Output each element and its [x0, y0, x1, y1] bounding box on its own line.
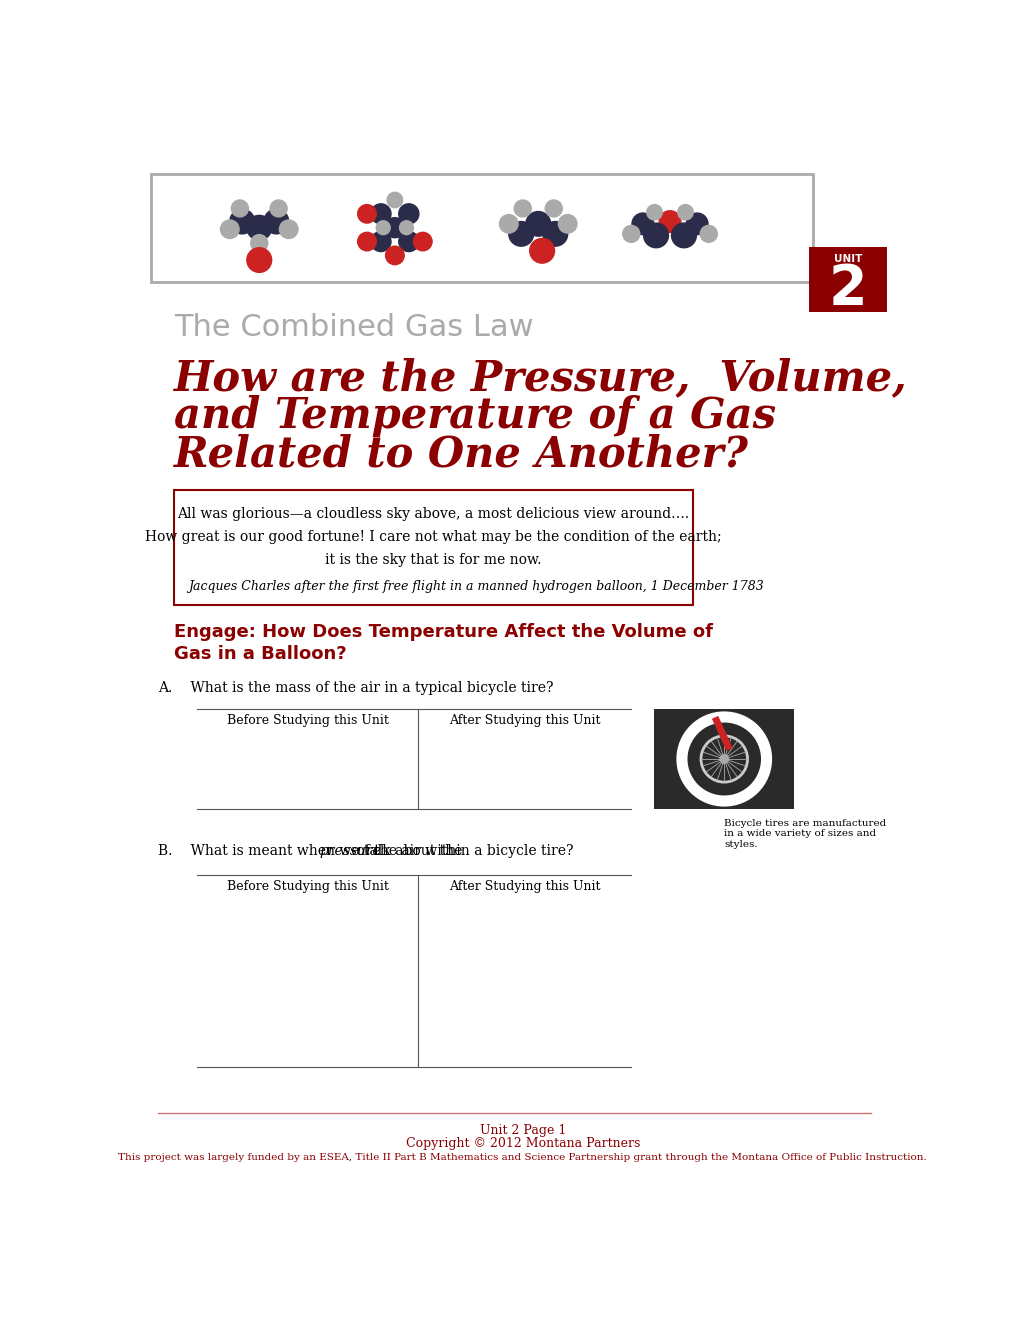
- Text: pressure: pressure: [319, 845, 380, 858]
- Text: Bicycle tires are manufactured
in a wide variety of sizes and
styles.: Bicycle tires are manufactured in a wide…: [723, 818, 886, 849]
- Text: Jacques Charles after the first free flight in a manned hydrogen balloon, 1 Dece: Jacques Charles after the first free fli…: [187, 579, 763, 593]
- Circle shape: [385, 246, 404, 264]
- Text: B.  What is meant when we talk about the: B. What is meant when we talk about the: [158, 845, 467, 858]
- Circle shape: [398, 203, 419, 224]
- Circle shape: [658, 211, 681, 232]
- Text: and Temperature of a Gas: and Temperature of a Gas: [174, 396, 775, 437]
- Text: Gas in a Balloon?: Gas in a Balloon?: [174, 644, 346, 663]
- Text: Before Studying this Unit: Before Studying this Unit: [226, 879, 388, 892]
- Circle shape: [542, 222, 568, 246]
- Circle shape: [376, 220, 390, 235]
- Circle shape: [646, 205, 661, 220]
- Circle shape: [545, 199, 561, 216]
- Circle shape: [643, 223, 667, 248]
- Text: Before Studying this Unit: Before Studying this Unit: [226, 714, 388, 727]
- Circle shape: [247, 215, 271, 240]
- Circle shape: [371, 203, 390, 224]
- Circle shape: [508, 222, 533, 246]
- Circle shape: [270, 199, 287, 216]
- Circle shape: [526, 211, 550, 236]
- Bar: [809, 247, 887, 313]
- Bar: [174, 490, 693, 605]
- Circle shape: [384, 218, 405, 238]
- Text: Related to One Another?: Related to One Another?: [174, 434, 748, 475]
- Circle shape: [686, 213, 707, 235]
- Circle shape: [387, 193, 403, 207]
- Text: Unit 2 Page 1: Unit 2 Page 1: [479, 1123, 566, 1137]
- Circle shape: [279, 220, 298, 239]
- Text: How are the Pressure,  Volume,: How are the Pressure, Volume,: [174, 356, 907, 399]
- Text: of the air within a bicycle tire?: of the air within a bicycle tire?: [352, 845, 573, 858]
- Circle shape: [632, 213, 653, 235]
- Text: All was glorious—a cloudless sky above, a most delicious view around….: All was glorious—a cloudless sky above, …: [177, 507, 689, 521]
- Text: Copyright © 2012 Montana Partners: Copyright © 2012 Montana Partners: [406, 1138, 639, 1151]
- Circle shape: [699, 226, 716, 243]
- Text: it is the sky that is for me now.: it is the sky that is for me now.: [325, 553, 541, 568]
- Text: How great is our good fortune! I care not what may be the condition of the earth: How great is our good fortune! I care no…: [145, 531, 721, 544]
- Text: A.  What is the mass of the air in a typical bicycle tire?: A. What is the mass of the air in a typi…: [158, 681, 553, 696]
- Text: 2: 2: [828, 263, 867, 317]
- Circle shape: [371, 231, 390, 252]
- Circle shape: [413, 232, 432, 251]
- Circle shape: [220, 220, 238, 239]
- Circle shape: [557, 215, 577, 234]
- Circle shape: [719, 755, 728, 763]
- Circle shape: [229, 210, 255, 234]
- Circle shape: [677, 205, 693, 220]
- Bar: [151, 174, 812, 281]
- Circle shape: [671, 223, 696, 248]
- Bar: [654, 709, 793, 809]
- Circle shape: [623, 226, 639, 243]
- Text: After Studying this Unit: After Studying this Unit: [448, 879, 600, 892]
- Text: After Studying this Unit: After Studying this Unit: [448, 714, 600, 727]
- Circle shape: [499, 215, 518, 234]
- Circle shape: [251, 235, 268, 252]
- Circle shape: [358, 205, 376, 223]
- Text: This project was largely funded by an ESEA, Title II Part B Mathematics and Scie: This project was largely funded by an ES…: [118, 1154, 926, 1163]
- Text: The Combined Gas Law: The Combined Gas Law: [174, 313, 533, 342]
- Circle shape: [358, 232, 376, 251]
- Circle shape: [398, 231, 419, 252]
- Circle shape: [264, 210, 288, 234]
- Circle shape: [399, 220, 413, 235]
- Circle shape: [231, 199, 249, 216]
- Text: Engage: How Does Temperature Affect the Volume of: Engage: How Does Temperature Affect the …: [174, 623, 712, 642]
- Circle shape: [529, 239, 554, 263]
- Circle shape: [514, 199, 531, 216]
- Circle shape: [247, 248, 271, 272]
- Text: UNIT: UNIT: [834, 255, 862, 264]
